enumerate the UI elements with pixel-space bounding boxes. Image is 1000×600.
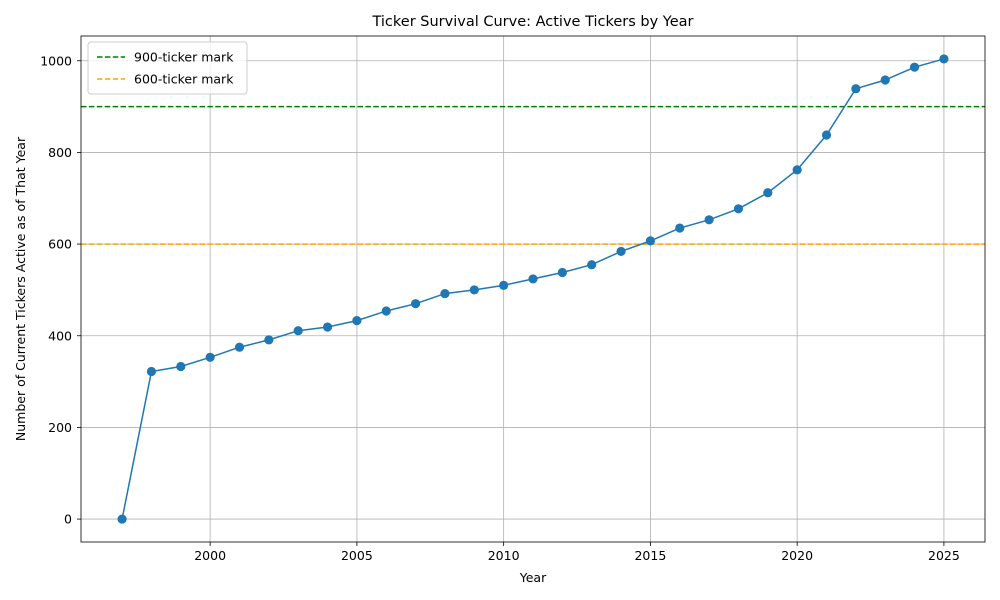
plot-area-frame	[80, 35, 986, 543]
y-tick-label: 0	[64, 512, 72, 527]
data-point	[410, 299, 421, 309]
data-point	[264, 335, 274, 345]
reference-lines	[81, 105, 985, 245]
data-point	[381, 306, 391, 316]
y-axis: 0 200 400 600 800 1000	[40, 53, 81, 527]
data-point	[851, 84, 861, 94]
x-tick-label: 2025	[928, 548, 960, 563]
data-point	[763, 188, 773, 198]
x-tick-label: 2005	[341, 548, 373, 563]
data-point	[440, 288, 450, 299]
data-point	[880, 75, 890, 85]
data-point	[645, 236, 656, 246]
data-point	[117, 514, 127, 524]
y-tick-label: 1000	[40, 53, 72, 68]
series-line	[121, 58, 945, 520]
data-point	[704, 215, 714, 225]
x-tick-label: 2000	[194, 548, 226, 563]
data-point	[146, 366, 157, 377]
grid	[81, 36, 985, 542]
y-tick-label: 400	[48, 328, 72, 343]
data-point	[587, 260, 597, 270]
x-axis-title: Year	[519, 570, 547, 585]
x-axis: 2000 2005 2010 2015 2020 2025	[194, 542, 960, 563]
series-layer	[117, 54, 949, 524]
y-tick-label: 800	[48, 145, 72, 160]
data-point	[352, 316, 362, 326]
data-point	[616, 246, 626, 257]
legend: 900-ticker mark 600-ticker mark	[87, 41, 248, 95]
data-point	[322, 322, 333, 332]
legend-label: 600-ticker mark	[134, 72, 234, 87]
data-point	[293, 326, 303, 336]
data-point	[675, 223, 685, 233]
data-point	[234, 342, 245, 352]
data-point	[557, 267, 567, 278]
legend-label: 900-ticker mark	[134, 50, 234, 65]
data-point	[528, 274, 538, 284]
x-tick-label: 2020	[781, 548, 813, 563]
data-point	[499, 280, 509, 290]
data-point	[469, 285, 479, 295]
y-axis-title: Number of Current Tickers Active as of T…	[13, 136, 28, 441]
legend-box	[87, 41, 248, 95]
y-tick-label: 200	[48, 420, 72, 435]
data-point	[909, 62, 920, 72]
data-point	[821, 130, 832, 140]
x-tick-label: 2015	[634, 548, 666, 563]
data-point	[792, 165, 802, 175]
data-point	[733, 204, 744, 214]
x-tick-label: 2010	[488, 548, 520, 563]
y-tick-label: 600	[48, 237, 72, 252]
chart-title: Ticker Survival Curve: Active Tickers by…	[371, 14, 693, 30]
data-point	[176, 361, 186, 372]
data-point	[205, 352, 215, 362]
data-point	[939, 54, 949, 64]
